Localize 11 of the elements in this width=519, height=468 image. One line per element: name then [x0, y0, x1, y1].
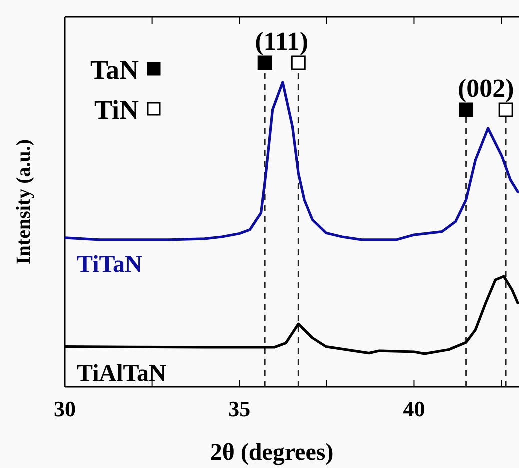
x-tick-label: 30 [54, 396, 76, 422]
legend-label: TaN [90, 55, 140, 85]
x-tick-label: 40 [403, 396, 426, 422]
annotation: (002) [458, 74, 514, 103]
x-axis-title: 2θ (degrees) [210, 440, 334, 466]
series-label: TiTaN [77, 252, 144, 278]
y-axis-title: Intensity (a.u.) [13, 139, 35, 265]
text: (111) [255, 27, 309, 56]
x-tick-label: 35 [228, 396, 251, 422]
series-label: TiAlTaN [77, 360, 168, 387]
legend-label: TiN [94, 95, 140, 125]
